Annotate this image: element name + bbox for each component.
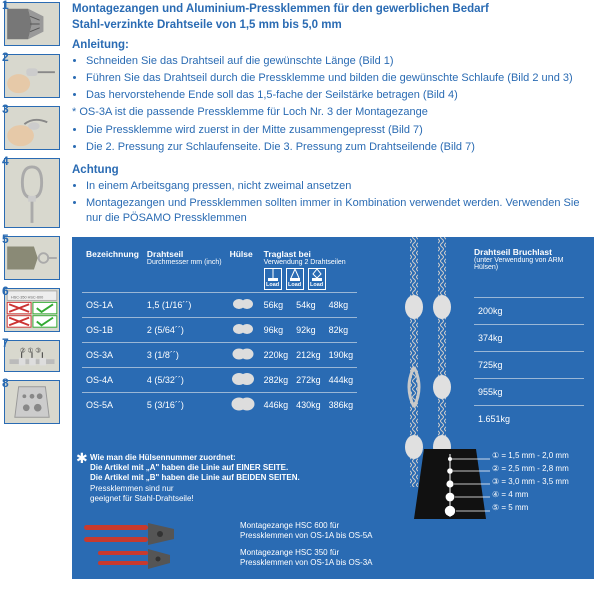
col-drahtseil-label: Drahtseil xyxy=(147,249,183,259)
table-row: OS-4A4 (5/32´´)282kg272kg444kg xyxy=(82,367,357,392)
star-note-line: Pressklemmen sind nur xyxy=(90,484,340,494)
thumb-image xyxy=(4,236,60,280)
size-label: ③ = 3,0 mm - 3,5 mm xyxy=(492,475,569,488)
tools-section: Montagezange HSC 600 für Pressklemmen vo… xyxy=(82,517,373,573)
bruchlast-column: Drahtseil Bruchlast (unter Verwendung vo… xyxy=(474,247,584,432)
tool-label: Pressklemmen von OS-1A bis OS-3A xyxy=(240,558,373,568)
thumb-number: 1 xyxy=(2,0,9,12)
col-traglast: Traglast bei Verwendung 2 Drahtseilen Lo… xyxy=(260,247,358,293)
bruchlast-val: 725kg xyxy=(474,351,584,378)
thumb-4: 4 xyxy=(4,158,66,228)
bruchlast-table: 200kg 374kg 725kg 955kg 1.651kg xyxy=(474,297,584,432)
thumb-2: 2 xyxy=(4,54,66,98)
load-icon-1: Load xyxy=(264,268,282,290)
anleitung-item: Die 2. Pressung zur Schlaufenseite. Die … xyxy=(86,139,594,156)
thumb-number: 8 xyxy=(2,376,9,390)
size-label: ① = 1,5 mm - 2,0 mm xyxy=(492,449,569,462)
col-traglast-label: Traglast bei xyxy=(264,249,311,259)
main-content: Montagezangen und Aluminium-Pressklemmen… xyxy=(72,2,594,579)
thumb-number: 3 xyxy=(2,102,9,116)
spec-table: Bezeichnung Drahtseil Durchmesser mm (in… xyxy=(82,247,357,417)
thumbnail-column: 1 2 3 4 5 6 HSC-350 HSC-600 xyxy=(4,2,66,432)
col-bezeichnung: Bezeichnung xyxy=(82,247,143,293)
thumb-image xyxy=(4,2,60,46)
bruchlast-val: 200kg xyxy=(474,297,584,324)
anleitung-list: Schneiden Sie das Drahtseil auf die gewü… xyxy=(86,53,594,104)
thumb-7: 7 ② ① ③ xyxy=(4,340,66,372)
thumb-image xyxy=(4,106,60,150)
thumb-5: 5 xyxy=(4,236,66,280)
spec-table-wrap: Bezeichnung Drahtseil Durchmesser mm (in… xyxy=(82,247,382,417)
bruchlast-title: Drahtseil Bruchlast xyxy=(474,247,584,257)
star-note: ✱ Wie man die Hülsennummer zuordnet: Die… xyxy=(90,453,340,505)
achtung-title: Achtung xyxy=(72,164,594,176)
anleitung-star-item: * OS-3A ist die passende Pressklemme für… xyxy=(72,104,594,121)
bruchlast-val: 955kg xyxy=(474,378,584,405)
bruchlast-val: 1.651kg xyxy=(474,405,584,432)
anleitung-list-2: Die Pressklemme wird zuerst in der Mitte… xyxy=(86,122,594,156)
svg-text:② ① ③: ② ① ③ xyxy=(20,346,41,354)
thumb-image xyxy=(4,380,60,424)
spec-panel: Bezeichnung Drahtseil Durchmesser mm (in… xyxy=(72,237,594,579)
anleitung-item: Führen Sie das Drahtseil durch die Press… xyxy=(86,70,594,87)
anleitung-item: Das hervorstehende Ende soll das 1,5-fac… xyxy=(86,87,594,104)
spec-tbody: OS-1A1,5 (1/16´´)56kg54kg48kg OS-1B2 (5/… xyxy=(82,292,357,417)
thumb-8: 8 xyxy=(4,380,66,424)
size-label: ④ = 4 mm xyxy=(492,488,569,501)
star-note-line: Die Artikel mit „B" haben die Linie auf … xyxy=(90,473,340,483)
thumb-6: 6 HSC-350 HSC-600 xyxy=(4,288,66,332)
col-hulse: Hülse xyxy=(226,247,260,293)
star-note-line: Wie man die Hülsennummer zuordnet: xyxy=(90,453,340,463)
headline-1: Montagezangen und Aluminium-Pressklemmen… xyxy=(72,2,594,18)
col-drahtseil-sub: Durchmesser mm (inch) xyxy=(147,259,222,266)
thumb-3: 3 xyxy=(4,106,66,150)
table-row: OS-3A3 (1/8´´)220kg212kg190kg xyxy=(82,342,357,367)
table-row: OS-1B2 (5/64´´)96kg92kg82kg xyxy=(82,317,357,342)
col-drahtseil: Drahtseil Durchmesser mm (inch) xyxy=(143,247,226,293)
thumb-number: 6 xyxy=(2,284,9,298)
thumb-image xyxy=(4,158,60,228)
star-icon: ✱ xyxy=(76,449,88,467)
table-row: OS-1A1,5 (1/16´´)56kg54kg48kg xyxy=(82,292,357,317)
thumb-number: 4 xyxy=(2,154,9,168)
size-diagram: ① = 1,5 mm - 2,0 mm ② = 2,5 mm - 2,8 mm … xyxy=(404,439,584,529)
tool-illustration xyxy=(82,517,232,573)
load-icon-3: Load xyxy=(308,268,326,290)
size-labels: ① = 1,5 mm - 2,0 mm ② = 2,5 mm - 2,8 mm … xyxy=(492,449,569,514)
star-note-line: geeignet für Stahl-Drahtseile! xyxy=(90,494,340,504)
anleitung-item: Die Pressklemme wird zuerst in der Mitte… xyxy=(86,122,594,139)
star-note-line: Die Artikel mit „A" haben die Linie auf … xyxy=(90,463,340,473)
anleitung-item: Schneiden Sie das Drahtseil auf die gewü… xyxy=(86,53,594,70)
tool-label: Montagezange HSC 600 für xyxy=(240,521,373,531)
size-label: ② = 2,5 mm - 2,8 mm xyxy=(492,462,569,475)
thumb-image: HSC-350 HSC-600 xyxy=(4,288,60,332)
achtung-item: In einem Arbeitsgang pressen, nicht zwei… xyxy=(86,178,594,195)
bruchlast-val: 374kg xyxy=(474,324,584,351)
tool-labels: Montagezange HSC 600 für Pressklemmen vo… xyxy=(240,521,373,569)
tool-label: Montagezange HSC 350 für xyxy=(240,548,373,558)
table-row: OS-5A5 (3/16´´)446kg430kg386kg xyxy=(82,392,357,417)
thumb-image: ② ① ③ xyxy=(4,340,60,372)
headline-2: Stahl-verzinkte Drahtseile von 1,5 mm bi… xyxy=(72,18,594,34)
thumb-1: 1 xyxy=(4,2,66,46)
anleitung-title: Anleitung: xyxy=(72,39,594,51)
size-label: ⑤ = 5 mm xyxy=(492,501,569,514)
tool-label: Pressklemmen von OS-1A bis OS-5A xyxy=(240,531,373,541)
load-icon-2: Load xyxy=(286,268,304,290)
thumb-number: 5 xyxy=(2,232,9,246)
bruchlast-sub: (unter Verwendung von ARM Hülsen) xyxy=(474,257,584,271)
thumb-number: 2 xyxy=(2,50,9,64)
achtung-list: In einem Arbeitsgang pressen, nicht zwei… xyxy=(86,178,594,227)
achtung-item: Montagezangen und Pressklemmen sollten i… xyxy=(86,195,594,227)
thumb-number: 7 xyxy=(2,336,9,350)
svg-text:HSC-350 HSC-600: HSC-350 HSC-600 xyxy=(11,296,43,300)
col-traglast-sub: Verwendung 2 Drahtseilen xyxy=(264,259,354,266)
thumb-image xyxy=(4,54,60,98)
load-icons: Load Load Load xyxy=(264,268,354,290)
